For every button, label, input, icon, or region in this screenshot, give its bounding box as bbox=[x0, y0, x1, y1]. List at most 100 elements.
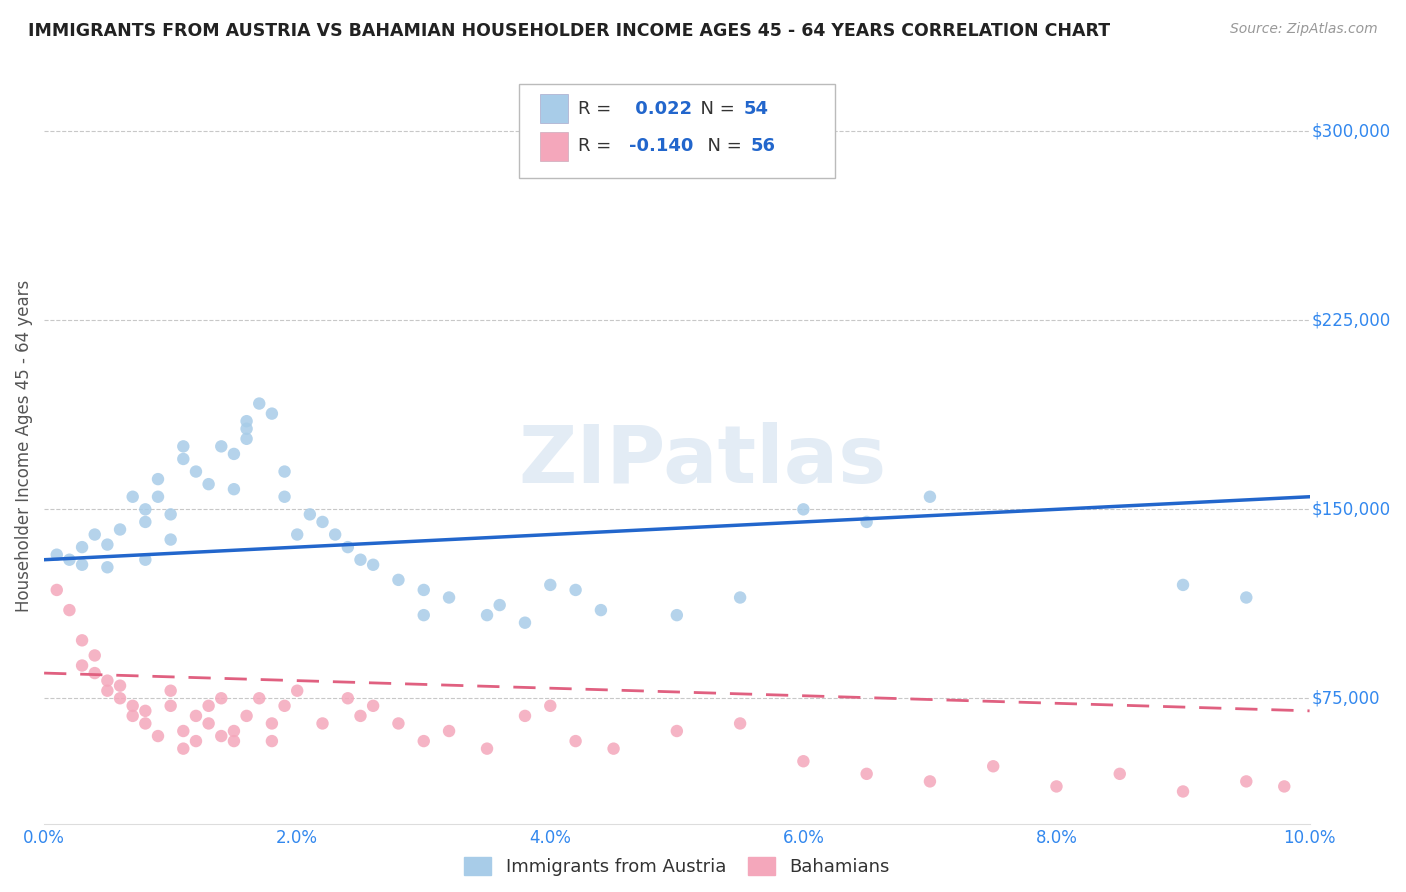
Text: 56: 56 bbox=[751, 137, 775, 155]
Point bbox=[70, 540, 93, 554]
Point bbox=[184, 709, 207, 723]
Point bbox=[602, 741, 624, 756]
Point bbox=[981, 759, 1004, 773]
Text: $150,000: $150,000 bbox=[1312, 500, 1391, 518]
Point bbox=[184, 734, 207, 748]
Point bbox=[134, 502, 156, 516]
Point bbox=[184, 465, 207, 479]
Point bbox=[209, 439, 232, 453]
Point bbox=[412, 582, 434, 597]
Point bbox=[273, 465, 295, 479]
Point bbox=[665, 724, 688, 739]
Point bbox=[792, 754, 814, 768]
Point bbox=[121, 490, 143, 504]
Point bbox=[96, 673, 118, 688]
Point bbox=[83, 648, 105, 663]
Point bbox=[564, 582, 586, 597]
Point bbox=[1108, 767, 1130, 781]
Text: N =: N = bbox=[696, 137, 748, 155]
Point bbox=[387, 573, 409, 587]
Point bbox=[159, 683, 181, 698]
Point bbox=[70, 658, 93, 673]
Text: IMMIGRANTS FROM AUSTRIA VS BAHAMIAN HOUSEHOLDER INCOME AGES 45 - 64 YEARS CORREL: IMMIGRANTS FROM AUSTRIA VS BAHAMIAN HOUS… bbox=[28, 22, 1111, 40]
Point bbox=[1171, 784, 1194, 798]
Point bbox=[209, 729, 232, 743]
FancyBboxPatch shape bbox=[519, 84, 835, 178]
Point bbox=[222, 447, 245, 461]
Point bbox=[260, 734, 283, 748]
Point bbox=[247, 396, 270, 410]
Text: R =: R = bbox=[578, 100, 617, 118]
Point bbox=[336, 540, 359, 554]
Point bbox=[488, 598, 510, 612]
Text: -0.140: -0.140 bbox=[628, 137, 693, 155]
Point bbox=[387, 716, 409, 731]
Point bbox=[665, 608, 688, 623]
Point bbox=[134, 552, 156, 566]
Point bbox=[222, 724, 245, 739]
Point bbox=[1234, 774, 1257, 789]
Point bbox=[513, 615, 536, 630]
Point bbox=[45, 582, 67, 597]
Point bbox=[513, 709, 536, 723]
Point bbox=[728, 591, 751, 605]
Point bbox=[475, 741, 498, 756]
Point bbox=[96, 683, 118, 698]
Text: $300,000: $300,000 bbox=[1312, 122, 1391, 141]
Point bbox=[792, 502, 814, 516]
Point bbox=[285, 527, 308, 541]
Point bbox=[235, 422, 257, 436]
Point bbox=[247, 691, 270, 706]
Point bbox=[1272, 780, 1295, 794]
Point bbox=[146, 490, 169, 504]
Point bbox=[96, 538, 118, 552]
Point bbox=[134, 704, 156, 718]
Text: 0.022: 0.022 bbox=[628, 100, 692, 118]
Point bbox=[96, 560, 118, 574]
Point bbox=[83, 666, 105, 681]
Point bbox=[349, 552, 371, 566]
Point bbox=[273, 698, 295, 713]
Point bbox=[564, 734, 586, 748]
Point bbox=[260, 716, 283, 731]
Point bbox=[222, 482, 245, 496]
Text: ZIPatlas: ZIPatlas bbox=[517, 423, 886, 500]
Point bbox=[475, 608, 498, 623]
Text: 54: 54 bbox=[744, 100, 769, 118]
Text: N =: N = bbox=[689, 100, 741, 118]
Point bbox=[538, 698, 561, 713]
Point bbox=[134, 515, 156, 529]
Point bbox=[728, 716, 751, 731]
Point bbox=[146, 729, 169, 743]
Point bbox=[235, 709, 257, 723]
Point bbox=[412, 734, 434, 748]
Point bbox=[855, 767, 877, 781]
Point bbox=[349, 709, 371, 723]
Point bbox=[159, 533, 181, 547]
Point bbox=[108, 679, 131, 693]
Point bbox=[235, 432, 257, 446]
Point bbox=[298, 508, 321, 522]
Point bbox=[108, 691, 131, 706]
Point bbox=[311, 515, 333, 529]
Point bbox=[70, 633, 93, 648]
Point bbox=[83, 527, 105, 541]
Point bbox=[260, 407, 283, 421]
Point bbox=[197, 716, 219, 731]
Text: $75,000: $75,000 bbox=[1312, 690, 1381, 707]
Point bbox=[58, 552, 80, 566]
Point bbox=[58, 603, 80, 617]
Point bbox=[855, 515, 877, 529]
Point bbox=[323, 527, 346, 541]
Point bbox=[273, 490, 295, 504]
Point bbox=[172, 724, 194, 739]
Point bbox=[159, 698, 181, 713]
Point bbox=[108, 523, 131, 537]
Y-axis label: Householder Income Ages 45 - 64 years: Householder Income Ages 45 - 64 years bbox=[15, 280, 32, 613]
Point bbox=[197, 698, 219, 713]
Point bbox=[172, 439, 194, 453]
Text: R =: R = bbox=[578, 137, 617, 155]
Point bbox=[1234, 591, 1257, 605]
Point bbox=[336, 691, 359, 706]
FancyBboxPatch shape bbox=[540, 95, 568, 123]
